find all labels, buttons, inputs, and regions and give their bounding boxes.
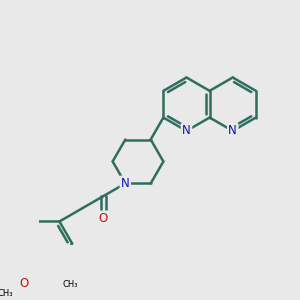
Text: CH₃: CH₃ bbox=[62, 280, 78, 289]
Text: N: N bbox=[182, 124, 191, 137]
Text: O: O bbox=[19, 277, 28, 290]
Text: N: N bbox=[228, 124, 237, 137]
Text: N: N bbox=[121, 177, 130, 190]
Text: CH₃: CH₃ bbox=[0, 289, 14, 298]
Text: O: O bbox=[99, 212, 108, 225]
